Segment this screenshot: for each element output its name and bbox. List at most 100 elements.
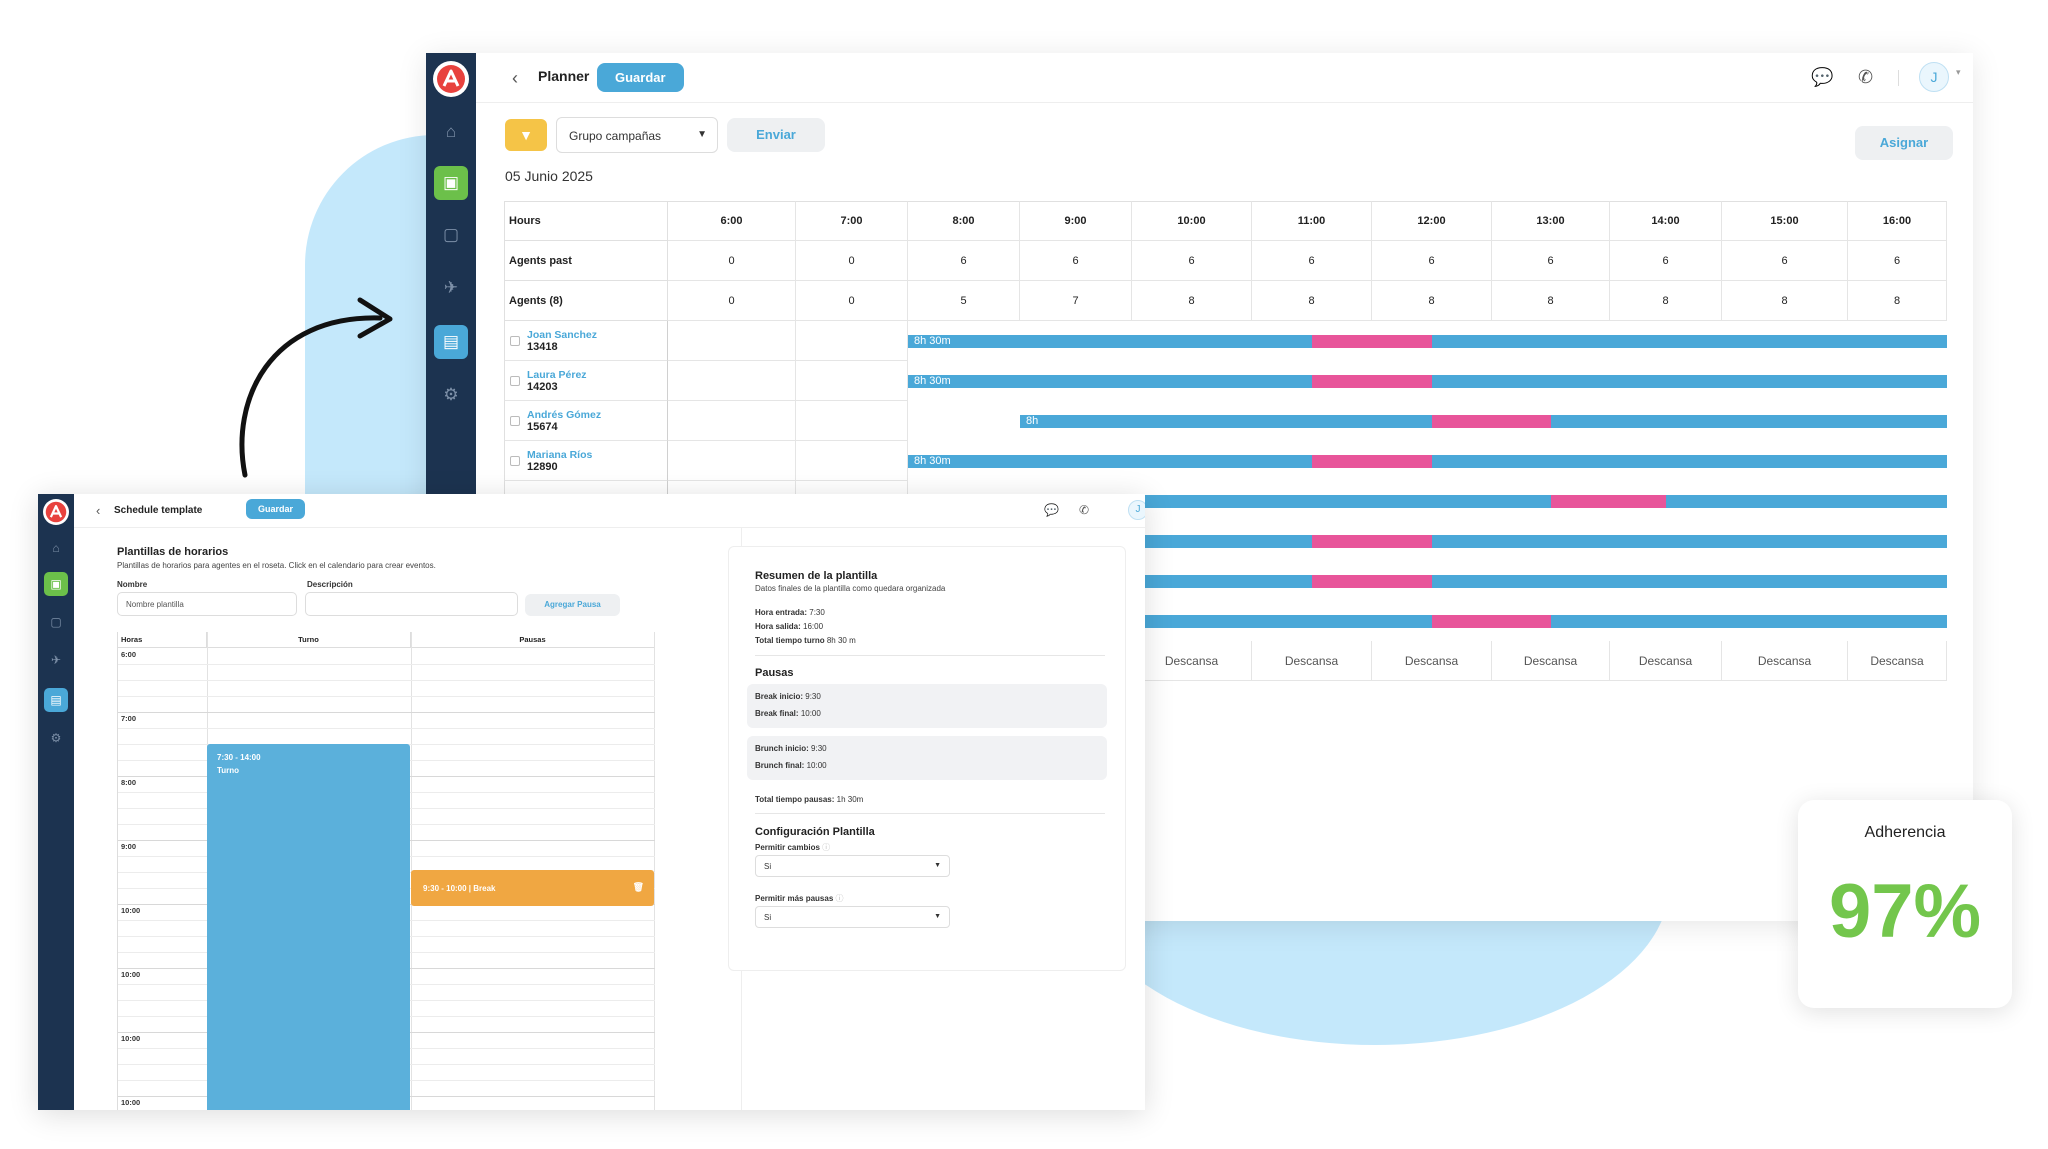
hour-header: 8:00: [908, 201, 1020, 241]
agent-id: 13418: [527, 340, 558, 353]
allow-more-pauses-select[interactable]: Si ▼: [755, 906, 950, 928]
agent-name[interactable]: Joan Sanchez: [527, 328, 598, 341]
agent-row-label[interactable]: Andrés Gómez 15674: [504, 401, 668, 441]
date-label: 05 Junio 2025: [505, 168, 593, 184]
monitor-icon[interactable]: ▣: [44, 572, 68, 596]
agent-checkbox[interactable]: [510, 335, 520, 346]
calendar-slot-line: [118, 712, 655, 713]
send-button[interactable]: Enviar: [727, 118, 825, 152]
break-end: Break final: 10:00: [755, 709, 821, 718]
summary-cell: 6: [1610, 241, 1722, 281]
agent-name[interactable]: Andrés Gómez: [527, 408, 602, 421]
clipboard-icon[interactable]: ▢: [50, 615, 62, 629]
break-bar[interactable]: [1551, 495, 1666, 508]
chat-icon[interactable]: 💬: [1811, 67, 1834, 87]
break-bar[interactable]: [1312, 535, 1432, 548]
assign-button[interactable]: Asignar: [1855, 126, 1953, 160]
break-bar[interactable]: [1312, 335, 1432, 348]
back-icon[interactable]: ‹: [512, 68, 518, 88]
clipboard-icon[interactable]: ▢: [442, 225, 460, 244]
calendar-hour-label: 10:00: [121, 970, 141, 979]
back-icon[interactable]: ‹: [96, 503, 101, 518]
summary-row-label: Agents past: [504, 241, 668, 281]
exit-time: Hora salida: 16:00: [755, 622, 824, 631]
chart-icon[interactable]: ▤: [434, 325, 468, 359]
brunch-card[interactable]: Brunch inicio: 9:30 Brunch final: 10:00: [747, 736, 1107, 780]
monitor-icon[interactable]: ▣: [434, 166, 468, 200]
agent-row-label[interactable]: Joan Sanchez 13418: [504, 321, 668, 361]
home-icon[interactable]: ⌂: [52, 541, 60, 555]
gear-icon[interactable]: ⚙: [50, 731, 62, 745]
trash-icon[interactable]: 🗑: [632, 882, 644, 892]
allow-changes-select[interactable]: Si ▼: [755, 855, 950, 877]
agent-row-label[interactable]: Mariana Ríos 12890: [504, 441, 668, 481]
hour-header: 11:00: [1252, 201, 1372, 241]
home-icon[interactable]: ⌂: [445, 122, 457, 141]
rest-cell: Descansa: [1848, 641, 1947, 681]
description-input[interactable]: [305, 592, 518, 616]
app-logo[interactable]: [43, 499, 69, 525]
page-title: Schedule template: [114, 505, 203, 516]
break-bar[interactable]: [1432, 615, 1551, 628]
shift-bar[interactable]: [908, 615, 1947, 628]
shift-event-time: 7:30 - 14:00: [217, 753, 261, 762]
rest-cell: Descansa: [1722, 641, 1848, 681]
summary-cell: 6: [1492, 241, 1610, 281]
agent-row-label[interactable]: Laura Pérez 14203: [504, 361, 668, 401]
agent-checkbox[interactable]: [510, 375, 520, 386]
allow-more-pauses-value: Si: [764, 913, 772, 922]
summary-cell: 8: [1610, 281, 1722, 321]
chart-icon[interactable]: ▤: [44, 688, 68, 712]
save-button[interactable]: Guardar: [246, 499, 306, 519]
summary-cell: 6: [1020, 241, 1132, 281]
app-logo[interactable]: [433, 61, 469, 97]
agent-checkbox[interactable]: [510, 455, 520, 466]
hour-header: 10:00: [1132, 201, 1252, 241]
calendar-slot-line: [118, 664, 655, 665]
agent-name[interactable]: Mariana Ríos: [527, 448, 593, 461]
avatar[interactable]: J: [1919, 62, 1949, 92]
save-button[interactable]: Guardar: [597, 63, 684, 92]
phone-off-icon[interactable]: ✆: [1079, 503, 1090, 517]
calendar-column-line: [654, 632, 655, 1110]
break-card[interactable]: Break inicio: 9:30 Break final: 10:00: [747, 684, 1107, 728]
agent-id: 12890: [527, 460, 558, 473]
summary-cell: 8: [1372, 281, 1492, 321]
gear-icon[interactable]: ⚙: [443, 385, 459, 404]
name-input[interactable]: Nombre plantilla: [117, 592, 297, 616]
summary-subtitle: Datos finales de la plantilla como queda…: [755, 584, 946, 593]
summary-cell: 6: [908, 241, 1020, 281]
filter-button[interactable]: ▼: [505, 119, 547, 151]
chevron-down-icon: ▼: [934, 913, 941, 920]
group-select[interactable]: Grupo campañas ▼: [556, 117, 718, 153]
empty-cell: [796, 361, 908, 401]
empty-cell: [796, 441, 908, 481]
schedule-template-window: ⌂ ▣ ▢ ✈ ▤ ⚙ ‹ Schedule template Guardar …: [38, 494, 1145, 1110]
rest-cell: Descansa: [1372, 641, 1492, 681]
break-bar[interactable]: [1312, 375, 1432, 388]
brunch-start: Brunch inicio: 9:30: [755, 744, 827, 753]
schedule-calendar[interactable]: Horas Turno Pausas 6:00 7:00 8:00 9:00 10:00…: [117, 632, 655, 1110]
hour-header: 16:00: [1848, 201, 1947, 241]
rocket-icon[interactable]: ✈: [50, 653, 62, 667]
template-editor: Plantillas de horarios Plantillas de hor…: [74, 528, 742, 1110]
break-bar[interactable]: [1312, 455, 1432, 468]
avatar[interactable]: J: [1128, 500, 1145, 520]
hour-header: 15:00: [1722, 201, 1848, 241]
shift-event[interactable]: 7:30 - 14:00 Turno: [207, 744, 410, 1110]
agent-name[interactable]: Laura Pérez: [527, 368, 587, 381]
phone-off-icon[interactable]: ✆: [1858, 67, 1874, 87]
break-bar[interactable]: [1432, 415, 1551, 428]
agent-checkbox[interactable]: [510, 415, 520, 426]
chat-icon[interactable]: 💬: [1044, 503, 1059, 517]
add-pause-button[interactable]: Agregar Pausa: [525, 594, 620, 616]
total-pauses-time: Total tiempo pausas: 1h 30m: [755, 795, 864, 804]
chevron-down-icon[interactable]: ▾: [1956, 67, 1961, 77]
calendar-slot-line: [118, 696, 655, 697]
group-select-value: Grupo campañas: [569, 129, 662, 143]
rocket-icon[interactable]: ✈: [443, 278, 459, 297]
break-bar[interactable]: [1312, 575, 1432, 588]
calendar-hour-label: 6:00: [121, 650, 137, 659]
break-event[interactable]: 9:30 - 10:00 | Break 🗑: [411, 870, 654, 906]
summary-cell: 6: [1722, 241, 1848, 281]
